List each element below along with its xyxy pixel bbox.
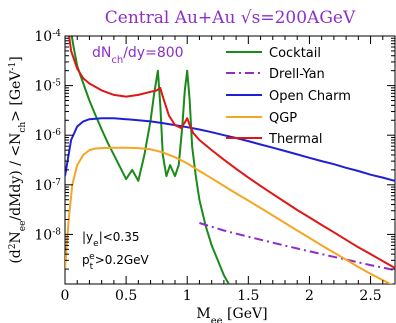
y-tick-label: 10-4 [34, 29, 61, 45]
y-axis-label: (d2Nee/dMdy) / <Nch> [GeV-1] [8, 56, 28, 263]
rapidity-cut-annotation: |ye|<0.35 [82, 230, 140, 249]
x-tick-label: 2.5 [359, 288, 381, 304]
pt-cut-annotation: pte>0.2GeV [82, 252, 150, 272]
dnch-annotation: dNch/dy=800 [92, 45, 184, 66]
x-tick-label: 0 [61, 288, 70, 304]
y-tick-label: 10-7 [34, 178, 61, 194]
legend-label-thermal: Thermal [268, 132, 323, 147]
legend: Cocktail Drell-Yan Open Charm QGP Thermal [226, 46, 351, 147]
x-tick-label: 1 [183, 288, 192, 304]
x-tick-label: 2 [305, 288, 314, 304]
legend-label-open-charm: Open Charm [269, 89, 351, 104]
series-cocktail [70, 36, 230, 284]
y-tick-label: 10-5 [34, 79, 61, 95]
y-tick-label: 10-6 [34, 128, 61, 144]
plot-frame [64, 35, 396, 285]
y-tick-label: 10-8 [34, 227, 61, 243]
series-layer [65, 36, 395, 284]
legend-label-qgp: QGP [269, 111, 297, 126]
series-thermal [68, 36, 395, 269]
tick-layer: 0 0.5 1 1.5 2 2.5 10-8 10-7 10-6 10-5 10-4 [34, 29, 395, 304]
legend-label-drell-yan: Drell-Yan [269, 67, 325, 82]
chart-title: Central Au+Au √s=200AGeV [105, 8, 356, 28]
x-tick-label: 0.5 [115, 288, 137, 304]
legend-label-cocktail: Cocktail [269, 46, 321, 61]
series-drell-yan [199, 222, 395, 272]
x-axis-label: Mee [GeV] [196, 306, 267, 323]
series-open-charm [65, 117, 395, 182]
series-qgp [65, 146, 393, 284]
x-tick-label: 1.5 [237, 288, 259, 304]
